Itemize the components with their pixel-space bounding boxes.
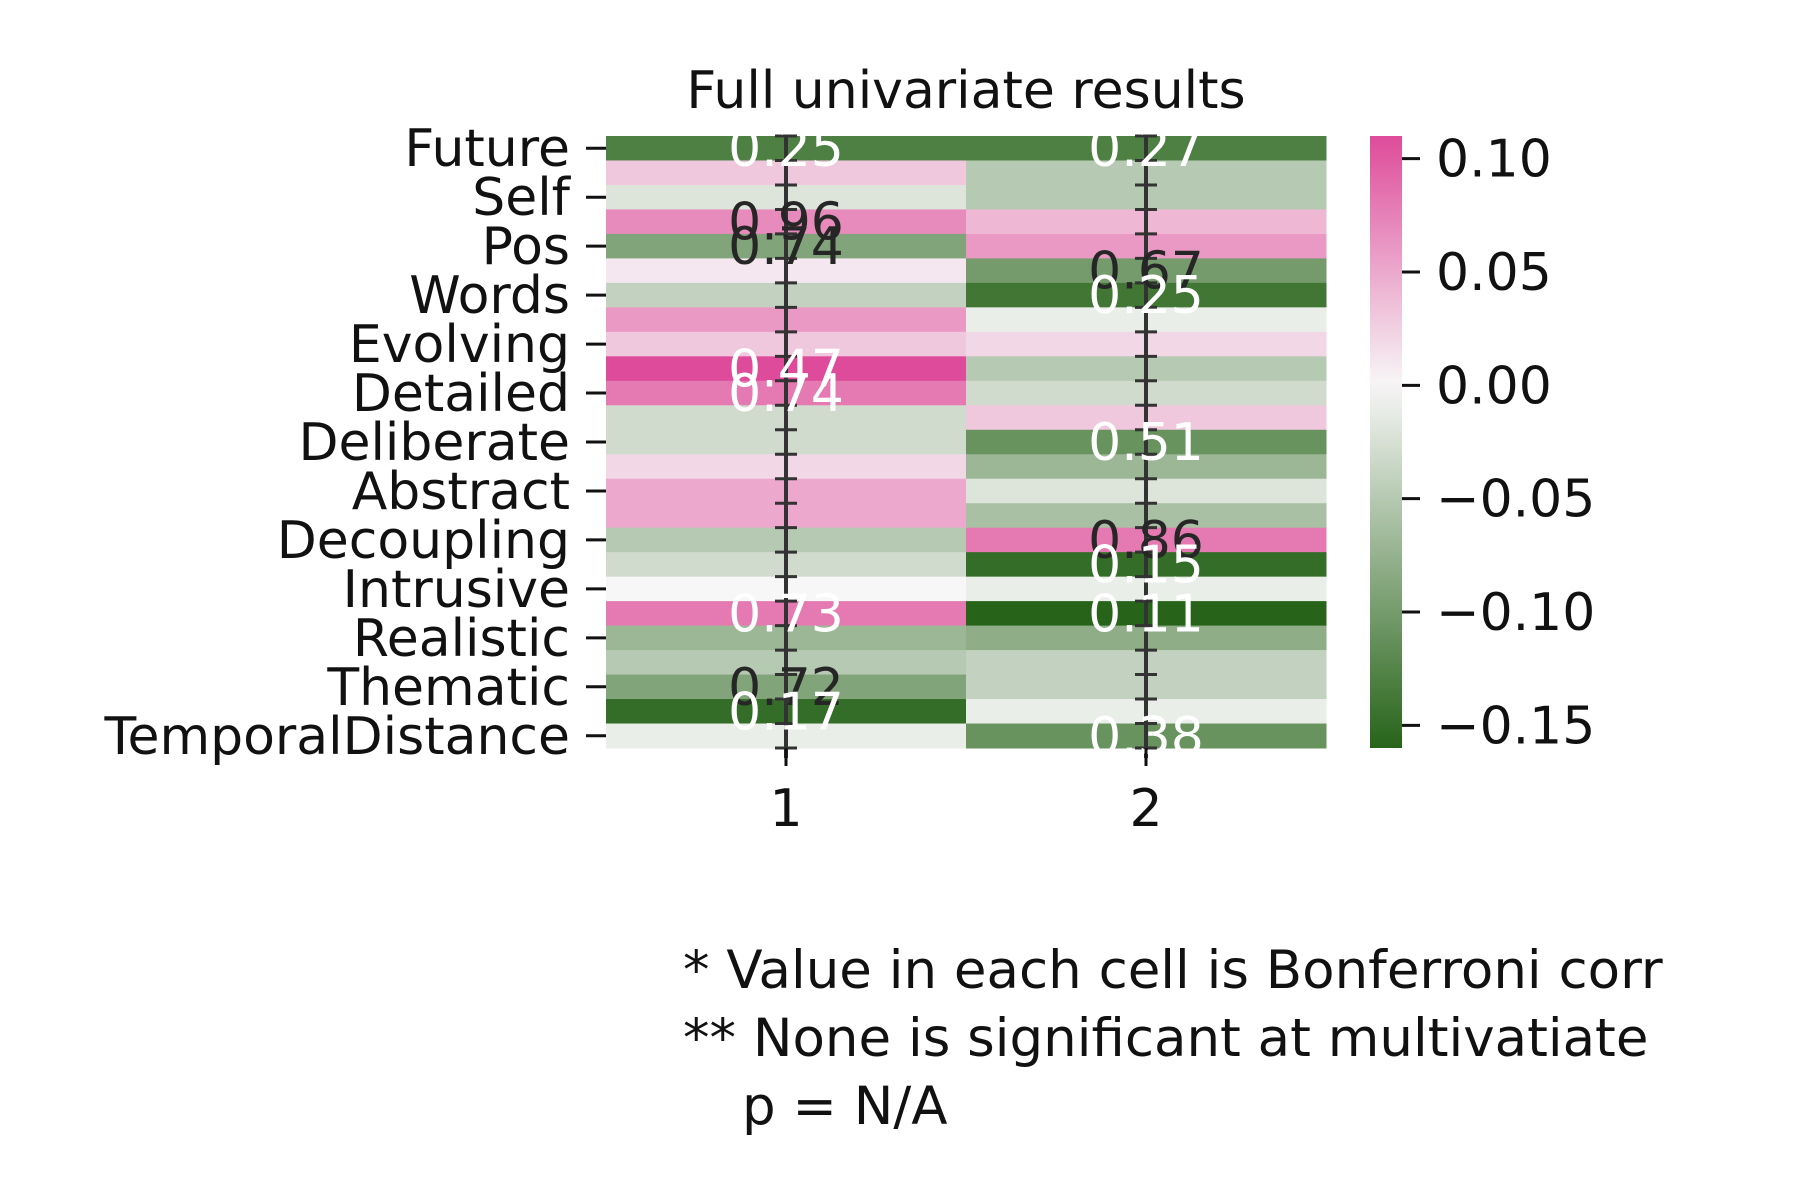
y-tick-label: Realistic [353,609,570,669]
y-tick-label: Thematic [326,658,570,718]
colorbar-tick-label: −0.15 [1436,696,1595,756]
cell-annotation: 0.51 [1088,413,1204,473]
error-bars [775,134,1157,758]
cell-annotation: 0.47 [728,340,844,400]
colorbar: 0.10 0.05 0.00 −0.05 −0.10 −0.15 [1370,130,1595,756]
colorbar-tick-label: 0.10 [1436,130,1552,190]
colorbar-tick-label: 0.00 [1436,356,1552,416]
y-tick-label: Decoupling [277,511,570,571]
cell-annotation: 0.86 [1088,511,1204,571]
colorbar-tick-label: 0.05 [1436,243,1552,303]
cell-annotation: 0.25 [728,119,844,179]
cell-annotation: 0.67 [1088,242,1204,302]
y-tick-label: Evolving [349,315,570,375]
x-tick-label: 2 [1129,779,1162,839]
y-tick-label: Words [409,266,570,326]
cell-annotations: 0.250.960.740.470.740.730.720.170.270.67… [728,119,1204,767]
y-tick-label: Future [404,119,570,179]
chart-title: Full univariate results [686,61,1245,121]
y-tick-label: Deliberate [298,413,570,473]
cell-annotation: 0.74 [728,364,844,424]
y-tick-label: Pos [482,217,570,277]
y-tick-label: Self [472,168,571,228]
colorbar-tick-label: −0.10 [1436,583,1595,643]
cell-annotation: 0.72 [728,658,844,718]
y-tick-label: TemporalDistance [104,707,570,767]
cell-annotation: 0.27 [1088,119,1204,179]
cell-annotation: 0.25 [1088,266,1204,326]
cell-annotation: 0.15 [1088,535,1204,595]
cell-annotation: 0.73 [728,584,844,644]
y-tick-label: Abstract [352,462,570,522]
footnote-line-3: p = N/A [742,1076,948,1137]
y-axis: FutureSelfPosWordsEvolvingDetailedDelibe… [104,119,606,767]
y-tick-label: Intrusive [343,560,570,620]
heatmap-cells [606,136,1327,749]
cell-annotation: 0.17 [728,682,844,742]
colorbar-gradient [1370,136,1402,748]
cell-annotation: 0.74 [728,217,844,277]
x-tick-label: 1 [769,779,802,839]
y-tick-label: Detailed [352,364,570,424]
cell-annotation: 0.11 [1088,584,1204,644]
footnote-line-1: * Value in each cell is Bonferroni corr [683,940,1663,1001]
cell-annotation: 0.96 [728,193,844,253]
colorbar-tick-label: −0.05 [1436,470,1595,530]
footnote-line-2: ** None is significant at multivatiate [683,1008,1649,1069]
